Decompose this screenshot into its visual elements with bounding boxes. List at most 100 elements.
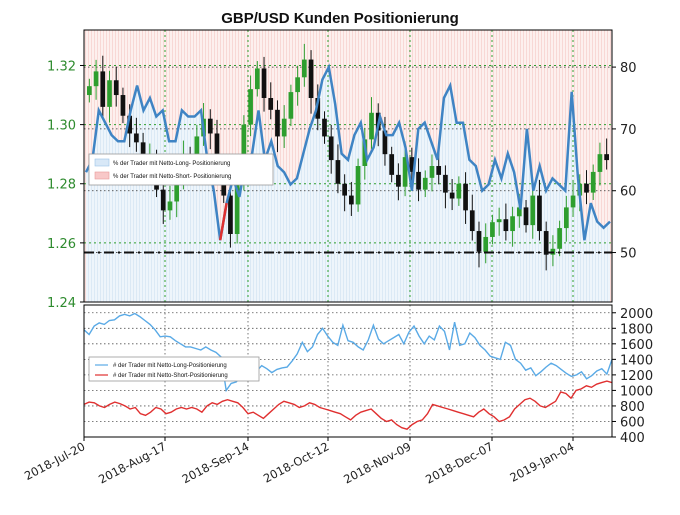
candle-body [449,192,455,199]
candle-body [523,207,529,226]
candle-body [496,219,502,223]
candle-body [134,133,139,143]
left-tick-label: 1.26 [47,237,76,252]
candle-body [275,109,280,137]
x-tick-label: 2018-Sep-14 [180,439,252,486]
candle-body [127,115,133,134]
candle-body [120,95,126,116]
candle-body [483,236,489,252]
candle-body [530,195,536,226]
right-tick-label: 70 [620,123,637,138]
left-tick-label: 1.30 [47,119,76,134]
candle-body [422,177,428,190]
candle-body [301,59,307,78]
candle-body [443,174,448,193]
candle-body [167,201,173,211]
candle-body [268,98,274,110]
short-count-line [84,380,612,430]
right-tick-bottom-label: 1400 [620,353,653,368]
legend-long-swatch [94,158,110,167]
x-tick-label: 2018-Aug-17 [96,439,168,486]
chart-title: GBP/USD Kunden Positionierung [221,10,459,27]
candle-body [436,166,442,175]
legend-short-swatch [94,171,110,180]
candle-body [335,160,341,184]
candle-body [355,166,361,205]
candle-body [429,166,435,178]
legend-top-box [88,153,274,186]
right-tick-label: 50 [620,247,637,262]
candle-body [87,86,92,96]
candle-body [543,231,549,255]
right-tick-bottom-label: 400 [620,431,645,446]
candle-body [396,174,401,187]
candle-body [160,189,166,211]
short-percentage-segment [218,202,228,241]
candlesticks [87,43,609,271]
candle-body [476,231,482,252]
right-tick-bottom-label: 1800 [620,322,653,337]
right-tick-bottom-label: 600 [620,415,645,430]
candle-body [234,174,240,234]
candle-body [261,68,267,98]
right-tick-bottom-label: 1200 [620,369,653,384]
x-tick-label: 2019-Jan-04 [508,439,577,484]
right-axis-top: 80 70 60 50 [612,61,637,262]
legend-bottom: # der Trader mit Netto-Long-Positionieru… [88,356,260,382]
candle-body [369,112,374,140]
candle-body [503,219,509,232]
candle-body [402,157,408,187]
candle-body [228,195,233,234]
candle-body [308,59,314,98]
candle-body [349,195,354,205]
candle-body [207,118,213,134]
candle-body [389,154,395,175]
candle-body [107,80,112,107]
legend-long-label: % der Trader mit Netto-Long- Positionier… [113,161,230,167]
left-tick-label: 1.32 [47,59,76,74]
candle-body [254,68,260,90]
top-panel-frame [83,29,613,303]
legend-long-count-label: # der Trader mit Netto-Long-Positionieru… [113,363,227,369]
candle-body [295,77,300,93]
candle-body [537,195,542,232]
candle-body [328,136,334,161]
right-tick-label: 80 [620,61,637,76]
legend-bottom-box [88,356,260,382]
candle-body [597,154,603,172]
candle-body [382,130,388,155]
candle-body [342,183,347,196]
candle-body [322,118,327,137]
candle-body [510,216,515,232]
candle-body [174,177,180,202]
candle-body [281,118,287,137]
grid-bottom [84,305,612,437]
candle-body [570,195,576,208]
top-panel: 1.32 1.30 1.28 1.26 1.24 80 70 60 50 % der Trad… [47,29,637,311]
left-tick-label: 1.28 [47,178,76,193]
right-tick-bottom-label: 800 [620,400,645,415]
candle-body [113,80,119,96]
x-tick-label: 2018-Nov-09 [341,439,413,486]
right-tick-bottom-label: 1600 [620,338,653,353]
candle-body [315,98,321,119]
candle-body [604,154,609,161]
candle-body [416,171,421,190]
candle-body [140,142,146,164]
candle-body [248,89,253,125]
candle-body [563,207,569,229]
bottom-panel-frame [83,304,613,438]
candle-body [194,136,200,161]
right-tick-bottom-label: 1000 [620,384,653,399]
x-axis: 2018-Jul-20 2018-Aug-17 2018-Sep-14 2018-Oc… [22,437,576,487]
long-percentage-line [84,63,611,241]
candle-body [288,92,294,119]
candle-body [214,133,220,172]
x-tick-label: 2018-Dec-07 [423,439,495,486]
legend-short-label: % der Trader mit Netto-Short- Positionie… [113,174,231,180]
candle-body [409,157,415,172]
x-tick-label: 2018-Jul-20 [22,439,87,483]
legend-top: % der Trader mit Netto-Long- Positionier… [88,153,274,186]
